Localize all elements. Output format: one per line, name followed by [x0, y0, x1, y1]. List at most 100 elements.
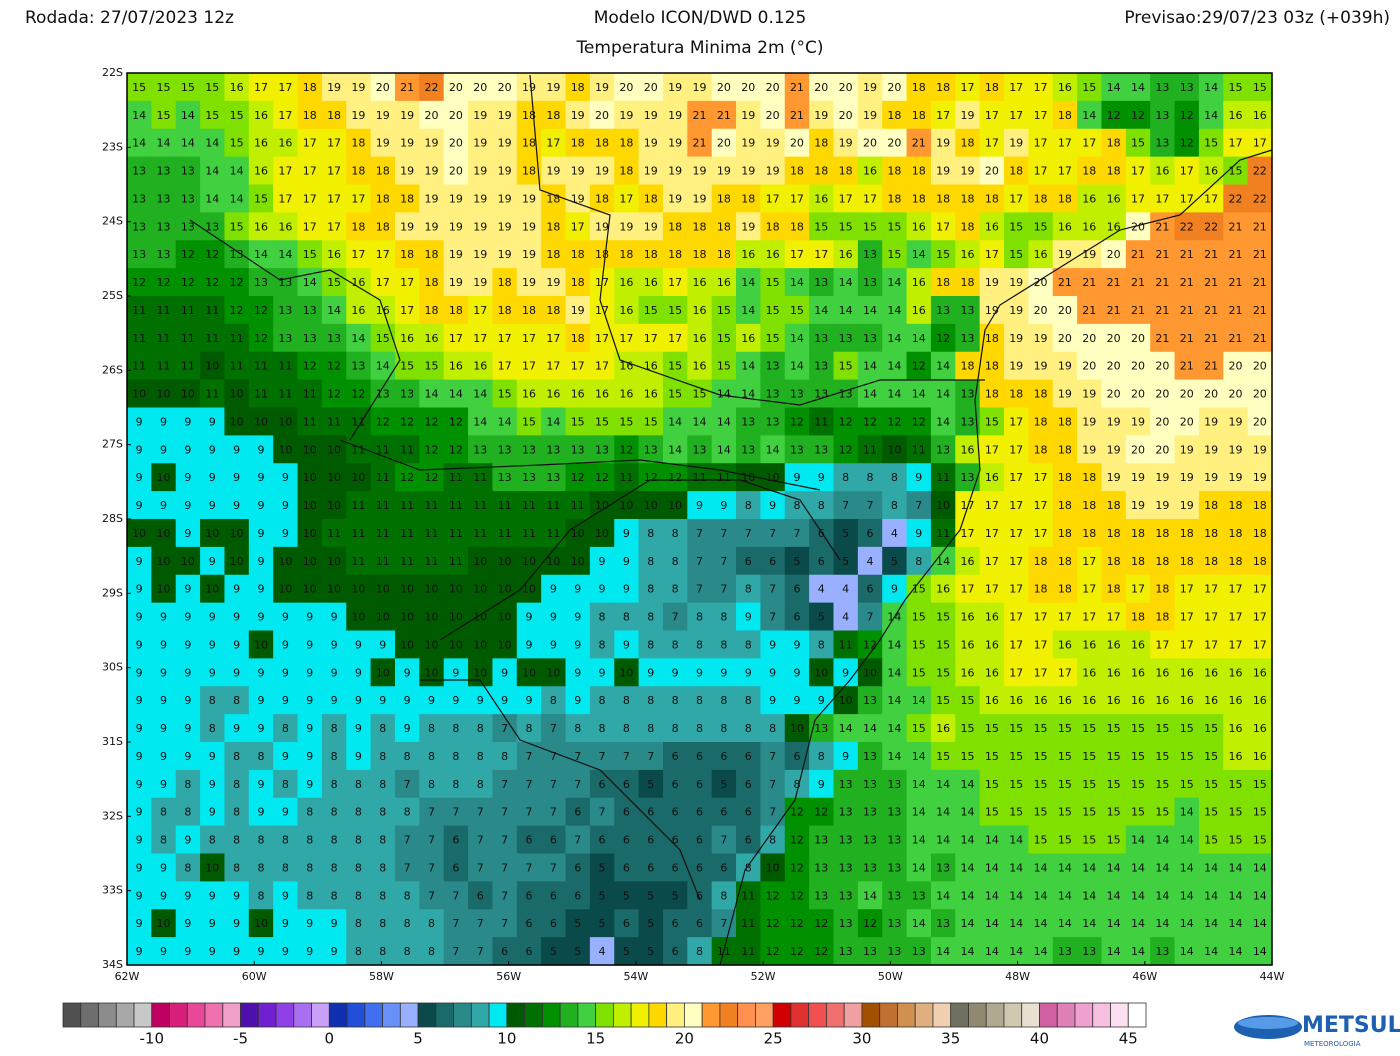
colorbar-box [1021, 1002, 1040, 1028]
grid-value: 20 [498, 81, 512, 94]
grid-value: 9 [257, 778, 264, 791]
grid-value: 18 [425, 304, 439, 317]
grid-value: 21 [1155, 248, 1169, 261]
grid-value: 11 [936, 471, 950, 484]
colorbar-box [240, 1002, 259, 1028]
grid-value: 19 [668, 192, 682, 205]
field-cell [1247, 128, 1273, 158]
field-cell [638, 463, 664, 492]
grid-value: 18 [1034, 443, 1048, 456]
grid-value: 20 [473, 81, 487, 94]
field: 15 15 15 15 16 17 17 18 19 19 20 21 22 20 20 20 19 19 18 19… [127, 73, 1273, 966]
field-cell [541, 212, 567, 241]
grid-value: 15 [425, 360, 439, 373]
field-cell [443, 351, 469, 381]
grid-value: 9 [452, 666, 459, 679]
field-cell [541, 351, 567, 381]
field-cell [662, 407, 688, 436]
field-cell [516, 463, 542, 492]
field-cell [1198, 100, 1224, 130]
grid-value: 21 [1107, 304, 1121, 317]
grid-value: 9 [793, 638, 800, 651]
grid-value: 15 [960, 750, 974, 763]
grid-value: 14 [1155, 889, 1169, 902]
field-cell [687, 128, 713, 158]
grid-value: 21 [1228, 220, 1242, 233]
colorbar-box [382, 1002, 401, 1028]
grid-value: 21 [1131, 276, 1145, 289]
grid-value: 17 [960, 583, 974, 596]
grid-value: 8 [696, 722, 703, 735]
grid-value: 9 [160, 694, 167, 707]
forecast-label: Previsao:29/07/23 03z (+039h) [1124, 8, 1390, 28]
field-cell [736, 240, 762, 269]
grid-value: 5 [623, 889, 630, 902]
grid-value: 12 [327, 388, 341, 401]
grid-value: 18 [522, 137, 536, 150]
grid-value: 13 [887, 917, 901, 930]
grid-value: 11 [473, 471, 487, 484]
grid-value: 18 [668, 220, 682, 233]
grid-value: 22 [1204, 220, 1218, 233]
grid-value: 14 [546, 415, 560, 428]
grid-value: 12 [766, 945, 780, 958]
lon-label: 54W [623, 970, 648, 983]
field-cell [979, 407, 1005, 436]
grid-value: 10 [595, 527, 609, 540]
grid-value: 9 [355, 722, 362, 735]
grid-value: 18 [912, 192, 926, 205]
grid-value: 16 [839, 248, 853, 261]
grid-value: 15 [985, 778, 999, 791]
field-cell [955, 100, 981, 130]
grid-value: 19 [546, 81, 560, 94]
field-cell [979, 351, 1005, 381]
grid-value: 11 [425, 555, 439, 568]
grid-value: 13 [887, 806, 901, 819]
field-cell [882, 463, 908, 492]
grid-value: 7 [404, 778, 411, 791]
field-cell [906, 184, 932, 213]
field-cell [736, 351, 762, 381]
grid-value: 6 [793, 611, 800, 624]
grid-value: 7 [867, 611, 874, 624]
field-cell [516, 323, 542, 353]
grid-value: 20 [1228, 388, 1242, 401]
grid-value: 15 [619, 415, 633, 428]
field-cell [1223, 268, 1249, 297]
grid-value: 9 [623, 527, 630, 540]
field-cell [200, 184, 226, 213]
field-cell [541, 268, 567, 297]
grid-value: 14 [912, 778, 926, 791]
grid-value: 14 [1228, 917, 1242, 930]
grid-value: 14 [863, 889, 877, 902]
grid-value: 8 [745, 722, 752, 735]
grid-value: 18 [1131, 611, 1145, 624]
grid-value: 9 [282, 499, 289, 512]
grid-value: 11 [741, 889, 755, 902]
field-cell [930, 323, 956, 353]
field-cell [1174, 351, 1200, 381]
grid-value: 5 [647, 778, 654, 791]
field-cell [857, 323, 883, 353]
grid-value: 21 [693, 109, 707, 122]
grid-value: 9 [136, 806, 143, 819]
grid-value: 17 [1058, 165, 1072, 178]
grid-value: 14 [1034, 861, 1048, 874]
colorbar-tick-label: 40 [1030, 1030, 1049, 1048]
grid-value: 9 [891, 583, 898, 596]
grid-value: 11 [814, 415, 828, 428]
grid-value: 9 [184, 694, 191, 707]
colorbar-box [1003, 1002, 1023, 1028]
grid-value: 7 [696, 583, 703, 596]
grid-value: 16 [278, 220, 292, 233]
grid-value: 14 [473, 388, 487, 401]
field-cell [614, 128, 640, 158]
grid-value: 5 [574, 945, 581, 958]
grid-value: 18 [1131, 527, 1145, 540]
grid-value: 16 [1034, 248, 1048, 261]
colorbar-box [612, 1002, 632, 1028]
field-cell [151, 128, 177, 158]
grid-value: 21 [912, 137, 926, 150]
grid-value: 5 [818, 611, 825, 624]
field-cell [370, 351, 396, 381]
